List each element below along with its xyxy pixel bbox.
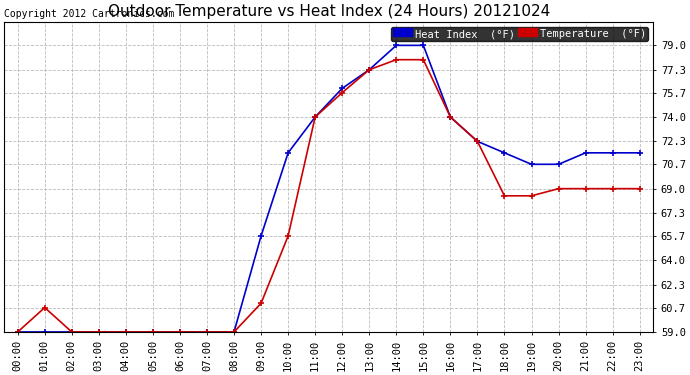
Legend: Heat Index  (°F), Temperature  (°F): Heat Index (°F), Temperature (°F) — [391, 27, 648, 41]
Title: Outdoor Temperature vs Heat Index (24 Hours) 20121024: Outdoor Temperature vs Heat Index (24 Ho… — [108, 4, 550, 19]
Text: Copyright 2012 Cartronics.com: Copyright 2012 Cartronics.com — [4, 9, 175, 19]
